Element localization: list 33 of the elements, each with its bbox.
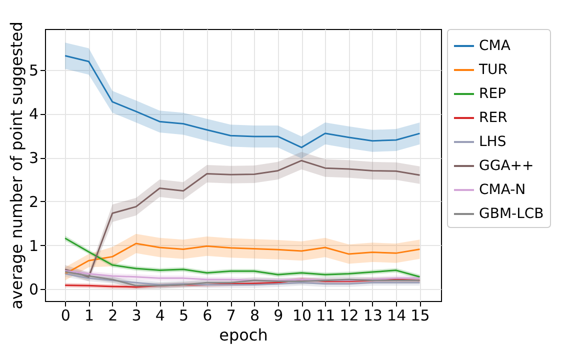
x-tick-label: 3 — [132, 306, 142, 324]
legend-label: GGA++ — [479, 158, 534, 174]
x-tick-label: 6 — [202, 306, 212, 324]
x-tick-label: 8 — [250, 306, 260, 324]
y-tick-label: 5 — [28, 61, 38, 80]
x-tick-label: 5 — [179, 306, 189, 324]
x-tick-label: 2 — [108, 306, 118, 324]
legend-label: CMA — [479, 38, 511, 54]
legend-label: REP — [479, 86, 506, 102]
x-tick-label: 11 — [316, 306, 336, 324]
x-tick-label: 0 — [60, 306, 70, 324]
y-tick-label: 0 — [28, 280, 38, 299]
y-tick-label: 3 — [28, 149, 38, 168]
x-tick-label: 15 — [410, 306, 430, 324]
x-tick-label: 7 — [226, 306, 236, 324]
y-tick-label: 4 — [28, 105, 38, 124]
y-tick-label: 2 — [28, 192, 38, 211]
x-tick-label: 13 — [363, 306, 382, 324]
x-tick-label: 10 — [292, 306, 312, 324]
y-axis-title: average number of point suggested — [6, 22, 26, 310]
x-tick-label: 12 — [340, 306, 359, 324]
legend-label: RER — [479, 110, 508, 126]
legend-label: CMA-N — [479, 182, 526, 198]
line-series — [64, 55, 420, 148]
legend-label: TUR — [478, 62, 508, 78]
x-tick-label: 14 — [387, 306, 406, 324]
x-tick-label: 1 — [84, 306, 94, 324]
legend-label: LHS — [479, 134, 506, 150]
y-tick-label: 1 — [28, 236, 38, 255]
x-axis-title: epoch — [219, 326, 268, 344]
x-tick-label: 9 — [274, 306, 284, 324]
legend-label: GBM-LCB — [479, 206, 544, 222]
x-tick-label: 4 — [155, 306, 165, 324]
